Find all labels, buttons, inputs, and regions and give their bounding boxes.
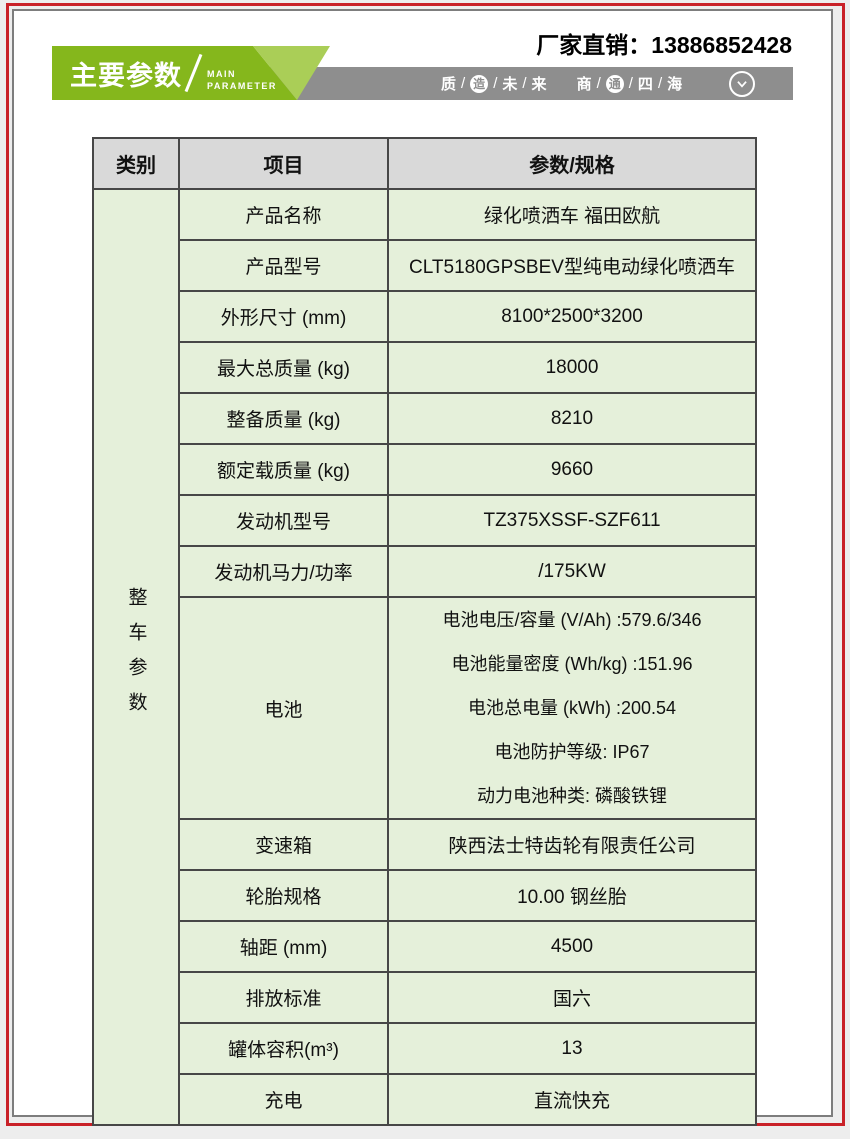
battery-spec-line: 电池电压/容量 (V/Ah) :579.6/346 — [442, 610, 702, 630]
battery-spec-line: 电池防护等级: IP67 — [494, 742, 650, 762]
chevron-down-glyph — [737, 81, 747, 88]
value-cell: 9660 — [387, 443, 757, 496]
separator: / — [596, 75, 601, 92]
circled-char: 通 — [605, 74, 624, 93]
badge-subtitle: MAIN PARAMETER — [207, 52, 277, 94]
table-row: 轴距 (mm) 4500 — [93, 920, 757, 973]
item-cell: 排放标准 — [178, 971, 389, 1024]
separator: / — [461, 75, 466, 92]
value-cell: 10.00 钢丝胎 — [387, 869, 757, 922]
table-row: 外形尺寸 (mm) 8100*2500*3200 — [93, 290, 757, 343]
spec-table: 类别 项目 参数/规格 整车参数 产品名称 绿化喷洒车 福田欧航 产品型号 CL… — [92, 137, 757, 1126]
battery-spec-line: 动力电池种类: 磷酸铁锂 — [476, 786, 667, 806]
table-row: 整车参数 产品名称 绿化喷洒车 福田欧航 — [92, 188, 757, 1126]
value-cell: /175KW — [387, 545, 757, 598]
circled-char: 造 — [470, 74, 489, 93]
chevron-down-icon[interactable] — [729, 71, 755, 97]
value-cell: 8210 — [387, 392, 757, 445]
item-cell: 发动机马力/功率 — [178, 545, 389, 598]
slogan-char: 海 — [667, 76, 683, 93]
table-row: 变速箱 陕西法士特齿轮有限责任公司 — [93, 818, 757, 871]
table-row: 整备质量 (kg) 8210 — [93, 392, 757, 445]
table-row: 罐体容积(m³) 13 — [93, 1022, 757, 1075]
item-cell: 轴距 (mm) — [178, 920, 389, 973]
value-cell: 4500 — [387, 920, 757, 973]
item-cell: 产品名称 — [178, 188, 389, 241]
badge-subtitle-line1: MAIN — [207, 68, 236, 79]
item-cell: 外形尺寸 (mm) — [178, 290, 389, 343]
table-row: 轮胎规格 10.00 钢丝胎 — [93, 869, 757, 922]
slogan-char: 来 — [531, 76, 547, 93]
category-cell: 整车参数 — [92, 188, 180, 1126]
table-row: 产品型号 CLT5180GPSBEV型纯电动绿化喷洒车 — [93, 239, 757, 292]
battery-spec-line: 电池能量密度 (Wh/kg) :151.96 — [451, 654, 693, 674]
table-row-battery: 电池 电池电压/容量 (V/Ah) :579.6/346 电池能量密度 (Wh/… — [93, 596, 757, 820]
slash-divider — [184, 53, 203, 93]
battery-spec-line: 电池总电量 (kWh) :200.54 — [467, 698, 677, 718]
slogan-char: 质 — [441, 76, 457, 93]
item-cell: 额定载质量 (kg) — [178, 443, 389, 496]
separator: / — [493, 75, 498, 92]
slogan-char: 四 — [637, 76, 653, 93]
separator: / — [522, 75, 527, 92]
header-row: 类别 项目 参数/规格 — [92, 137, 757, 190]
item-cell: 发动机型号 — [178, 494, 389, 547]
slogan-char: 未 — [502, 76, 518, 93]
value-cell: 8100*2500*3200 — [387, 290, 757, 343]
item-cell: 产品型号 — [178, 239, 389, 292]
value-cell: 电池电压/容量 (V/Ah) :579.6/346 电池能量密度 (Wh/kg)… — [387, 596, 757, 820]
table-row: 排放标准 国六 — [93, 971, 757, 1024]
value-cell: 18000 — [387, 341, 757, 394]
column-header-spec: 参数/规格 — [387, 137, 757, 190]
value-cell: 13 — [387, 1022, 757, 1075]
table-row: 最大总质量 (kg) 18000 — [93, 341, 757, 394]
value-cell: 国六 — [387, 971, 757, 1024]
slogan-bar: 质 / 造 / 未 / 来 商 / 通 / 四 / 海 — [438, 67, 685, 100]
badge-title: 主要参数 — [70, 60, 182, 91]
phone-number: 厂家直销：13886852428 — [536, 32, 792, 58]
item-cell: 电池 — [178, 596, 389, 820]
item-cell: 充电 — [178, 1073, 389, 1126]
table-row: 额定载质量 (kg) 9660 — [93, 443, 757, 496]
table-row: 发动机马力/功率 /175KW — [93, 545, 757, 598]
table-row: 充电 直流快充 — [93, 1073, 757, 1126]
table-row: 发动机型号 TZ375XSSF-SZF611 — [93, 494, 757, 547]
item-cell: 最大总质量 (kg) — [178, 341, 389, 394]
separator: / — [657, 75, 663, 92]
value-cell: CLT5180GPSBEV型纯电动绿化喷洒车 — [387, 239, 757, 292]
value-cell: 直流快充 — [387, 1073, 757, 1126]
value-cell: 陕西法士特齿轮有限责任公司 — [387, 818, 757, 871]
item-cell: 变速箱 — [178, 818, 389, 871]
column-header-item: 项目 — [178, 137, 389, 190]
item-cell: 整备质量 (kg) — [178, 392, 389, 445]
separator: / — [628, 75, 633, 92]
badge-subtitle-line2: PARAMETER — [207, 80, 277, 91]
badge-green-shape — [52, 46, 297, 100]
value-cell: TZ375XSSF-SZF611 — [387, 494, 757, 547]
badge-content: 主要参数 MAIN PARAMETER — [52, 46, 334, 100]
item-cell: 罐体容积(m³) — [178, 1022, 389, 1075]
slogan-char: 商 — [576, 76, 592, 93]
main-parameter-badge: 主要参数 MAIN PARAMETER — [52, 46, 334, 100]
value-cell: 绿化喷洒车 福田欧航 — [387, 188, 757, 241]
column-header-category: 类别 — [92, 137, 180, 190]
item-cell: 轮胎规格 — [178, 869, 389, 922]
